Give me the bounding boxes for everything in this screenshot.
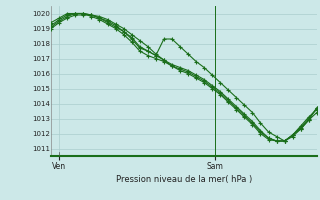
X-axis label: Pression niveau de la mer( hPa ): Pression niveau de la mer( hPa ) — [116, 175, 252, 184]
